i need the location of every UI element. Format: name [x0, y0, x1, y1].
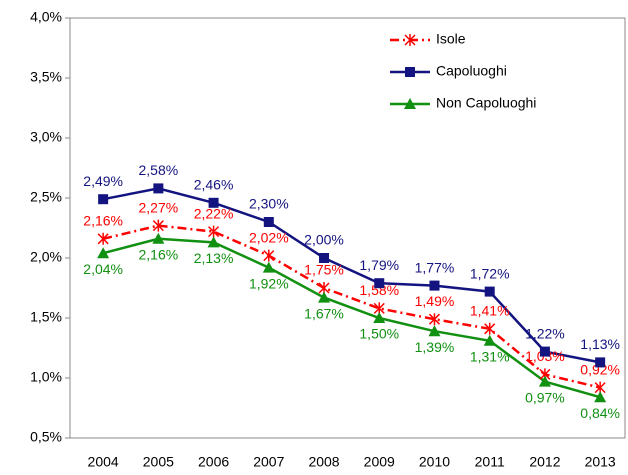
data-label: 2,16% [139, 247, 179, 263]
marker [595, 357, 606, 368]
data-label: 0,84% [580, 405, 620, 421]
data-label: 2,22% [194, 205, 234, 221]
marker [594, 391, 607, 403]
y-tick-label: 3,0% [30, 129, 62, 145]
series-line [102, 224, 601, 389]
data-label: 2,00% [304, 232, 344, 248]
x-tick-label: 2005 [143, 454, 174, 470]
x-tick-label: 2007 [253, 454, 284, 470]
marker [263, 249, 275, 262]
marker [428, 325, 441, 337]
marker [428, 313, 441, 326]
y-tick-label: 2,0% [30, 249, 62, 265]
legend-label: Capoluoghi [436, 63, 507, 79]
marker [208, 225, 220, 238]
x-tick-label: 2011 [475, 454, 505, 470]
marker [207, 236, 220, 248]
data-label: 2,02% [249, 229, 289, 245]
marker [208, 197, 219, 208]
marker [263, 217, 274, 227]
data-label: 1,39% [415, 339, 455, 355]
legend-marker [404, 34, 416, 46]
marker [484, 322, 496, 335]
marker [374, 278, 385, 289]
data-label: 2,13% [194, 250, 234, 266]
marker [484, 286, 495, 297]
marker [152, 232, 165, 244]
x-tick-label: 2012 [529, 454, 560, 470]
data-label: 2,16% [83, 213, 123, 229]
marker [538, 375, 551, 387]
x-tick-label: 2009 [364, 454, 395, 470]
data-label: 1,72% [470, 265, 510, 281]
legend-label: Isole [436, 31, 466, 47]
legend-label: Non Capoluoghi [436, 95, 536, 111]
marker [97, 247, 110, 259]
marker [262, 261, 275, 273]
y-tick-label: 4,0% [30, 9, 62, 25]
series-line [102, 237, 601, 399]
series-line [102, 187, 601, 364]
legend-marker [405, 67, 415, 77]
marker [153, 183, 164, 194]
y-tick-label: 1,5% [30, 309, 62, 325]
data-label: 1,50% [359, 326, 399, 342]
data-label: 1,31% [470, 349, 510, 365]
x-tick-label: 2013 [585, 454, 616, 470]
data-label: 2,49% [83, 173, 123, 189]
data-label: 1,41% [470, 303, 510, 319]
data-label: 1,75% [304, 262, 344, 278]
plot-frame [69, 17, 626, 439]
marker [152, 219, 164, 232]
y-tick-label: 0,5% [30, 429, 62, 445]
marker [98, 194, 109, 205]
marker [97, 232, 109, 245]
y-tick-label: 2,5% [30, 189, 62, 205]
marker [429, 280, 440, 291]
data-label: 0,97% [525, 389, 565, 405]
marker [539, 346, 550, 357]
data-label: 1,58% [359, 282, 399, 298]
x-tick-label: 2010 [419, 454, 450, 470]
marker [483, 334, 496, 346]
data-label: 0,92% [580, 361, 620, 377]
data-label: 1,92% [249, 275, 289, 291]
data-label: 2,58% [139, 162, 179, 178]
data-label: 1,79% [359, 257, 399, 273]
data-label: 2,30% [249, 196, 289, 212]
data-label: 1,13% [580, 336, 620, 352]
data-label: 2,04% [83, 261, 123, 277]
marker [319, 253, 330, 263]
data-label: 1,67% [304, 305, 344, 321]
data-label: 1,77% [415, 259, 455, 275]
y-tick-label: 1,0% [30, 369, 62, 385]
x-tick-label: 2004 [88, 454, 119, 470]
legend-marker [404, 98, 416, 109]
x-tick-label: 2008 [308, 454, 339, 470]
data-label: 2,27% [139, 199, 179, 215]
data-label: 1,49% [415, 293, 455, 309]
data-label: 2,46% [194, 177, 234, 193]
marker [373, 312, 386, 323]
data-label: 1,22% [525, 325, 565, 341]
x-tick-label: 2006 [198, 454, 229, 470]
marker [318, 291, 331, 303]
y-tick-label: 3,5% [30, 69, 62, 85]
